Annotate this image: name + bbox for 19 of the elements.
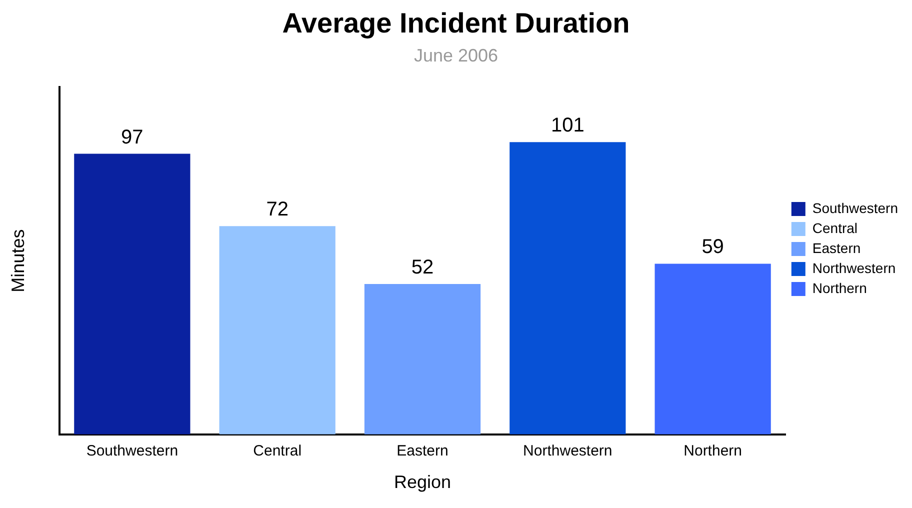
x-tick-label: Eastern [396,442,448,460]
data-label: 97 [121,126,144,148]
legend-label: Southwestern [812,200,898,216]
y-axis-title: Minutes [8,229,28,292]
data-label: 59 [702,236,724,258]
x-tick-label: Northwestern [523,442,612,460]
chart-title: Average Incident Duration [282,8,630,39]
chart-subtitle: June 2006 [414,45,498,66]
x-axis-title: Region [394,472,452,492]
legend-label: Northwestern [812,260,896,276]
x-tick-label: Southwestern [86,442,178,460]
data-label: 101 [550,114,584,137]
legend-label: Eastern [812,240,861,256]
legend-label: Northern [812,280,867,296]
data-label: 52 [411,256,434,278]
data-label: 72 [266,198,288,221]
legend-label: Central [812,220,858,236]
x-tick-label: Central [253,442,302,460]
x-tick-label: Northern [684,442,742,460]
